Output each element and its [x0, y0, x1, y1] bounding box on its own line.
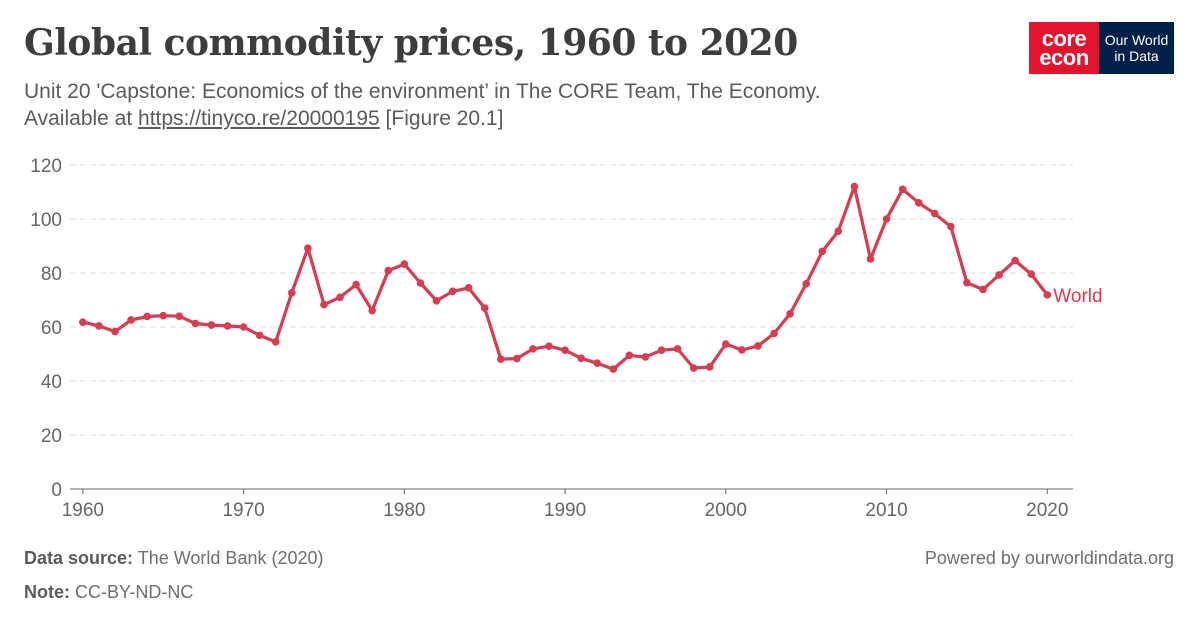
note-label: Note:: [24, 582, 70, 602]
x-tick-label: 2020: [1026, 500, 1068, 521]
data-point: [529, 345, 537, 353]
data-point: [673, 345, 682, 353]
data-source: Data source: The World Bank (2020): [24, 548, 324, 569]
data-point: [496, 355, 505, 363]
x-tick-label: 1980: [383, 500, 425, 521]
data-point: [545, 342, 553, 350]
data-point: [818, 247, 827, 256]
series-label-world: World: [1053, 286, 1102, 307]
data-point: [400, 260, 409, 268]
data-point: [239, 323, 248, 331]
note-text: CC-BY-ND-NC: [75, 582, 194, 602]
data-point: [625, 351, 634, 360]
data-point: [288, 288, 296, 297]
data-point: [336, 293, 344, 302]
data-point: [979, 285, 987, 294]
data-point: [754, 342, 762, 350]
data-point: [223, 322, 232, 330]
data-source-label: Data source:: [24, 548, 134, 568]
owid-logo-top: Our World: [1104, 32, 1169, 48]
data-point: [79, 318, 87, 326]
note: Note: CC-BY-ND-NC: [24, 582, 193, 603]
data-point: [255, 331, 264, 340]
data-point: [513, 354, 521, 363]
data-point: [705, 363, 714, 371]
data-point: [770, 329, 778, 338]
core-logo-top: core: [1041, 26, 1087, 51]
source-link[interactable]: https://tinyco.re/20000195: [138, 107, 380, 130]
y-tick-label: 100: [30, 210, 62, 231]
data-point: [593, 359, 602, 367]
x-tick-label: 1990: [544, 500, 586, 521]
data-point: [882, 215, 891, 223]
subtitle-suffix: [Figure 20.1]: [379, 107, 504, 130]
powered-by[interactable]: Powered by ourworldindata.org: [924, 548, 1174, 568]
owid-logo-bottom: in Data: [1114, 48, 1159, 64]
data-point: [416, 279, 425, 287]
data-point: [480, 304, 489, 312]
x-tick-label: 2000: [705, 500, 747, 521]
data-point: [1027, 270, 1036, 278]
data-point: [384, 266, 393, 275]
data-point: [175, 312, 184, 321]
logo[interactable]: core econ Our World in Data: [1029, 22, 1174, 74]
data-point: [802, 280, 810, 288]
core-econ-logo[interactable]: core econ: [1029, 22, 1099, 74]
data-point: [577, 354, 585, 363]
subtitle-line1: Unit 20 'Capstone: Economics of the envi…: [24, 80, 821, 103]
data-point: [127, 316, 135, 324]
data-point: [786, 309, 794, 318]
data-point: [689, 364, 698, 372]
owid-logo[interactable]: Our World in Data: [1099, 22, 1174, 74]
y-tick-label: 120: [30, 156, 62, 177]
subtitle-prefix: Available at: [24, 107, 139, 130]
x-tick-label: 2010: [865, 500, 907, 521]
data-point: [866, 255, 875, 263]
data-point: [963, 278, 971, 287]
data-point: [352, 280, 360, 289]
data-point: [159, 311, 168, 320]
data-point: [432, 297, 441, 305]
data-point: [609, 365, 618, 373]
y-tick-label: 0: [51, 480, 62, 501]
data-point: [368, 306, 376, 315]
x-tick-label: 1960: [62, 500, 104, 521]
x-tick-label: 1970: [222, 500, 264, 521]
data-point: [448, 287, 457, 296]
series-line-world: [81, 185, 1049, 371]
data-point: [191, 319, 200, 328]
data-point: [898, 185, 907, 194]
data-point: [1043, 291, 1052, 299]
chart-title: Global commodity prices, 1960 to 2020: [24, 22, 798, 64]
data-point: [1011, 256, 1019, 265]
data-point: [641, 353, 650, 361]
data-point: [464, 284, 473, 292]
y-tick-label: 20: [41, 426, 62, 447]
chart-subtitle: Unit 20 'Capstone: Economics of the envi…: [24, 78, 984, 132]
data-point: [914, 199, 923, 207]
data-point: [561, 346, 569, 355]
data-point: [320, 300, 328, 309]
data-point: [657, 346, 666, 355]
data-point: [850, 182, 859, 191]
y-tick-label: 80: [41, 264, 62, 285]
data-point: [95, 322, 103, 330]
core-logo-bottom: econ: [1039, 45, 1089, 70]
data-point: [995, 271, 1003, 279]
data-point: [304, 244, 312, 252]
data-point: [947, 222, 955, 231]
data-point: [271, 338, 280, 346]
y-tick-label: 40: [41, 372, 62, 393]
data-point: [722, 340, 730, 348]
data-point: [930, 209, 939, 218]
data-point: [111, 327, 119, 336]
data-point: [207, 321, 216, 329]
data-point: [738, 346, 746, 354]
data-point: [143, 312, 151, 321]
data-point: [834, 227, 843, 235]
y-tick-label: 60: [41, 318, 62, 339]
data-source-text: The World Bank (2020): [137, 548, 324, 568]
